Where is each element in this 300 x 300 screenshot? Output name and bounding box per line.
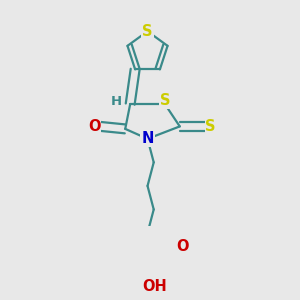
Text: S: S [206, 119, 216, 134]
Text: OH: OH [142, 279, 167, 294]
Text: O: O [88, 119, 100, 134]
Text: S: S [142, 24, 153, 39]
Text: H: H [111, 95, 122, 108]
Text: H: H [150, 280, 162, 295]
Text: S: S [160, 93, 170, 108]
Text: N: N [141, 131, 154, 146]
Text: O: O [177, 239, 189, 254]
